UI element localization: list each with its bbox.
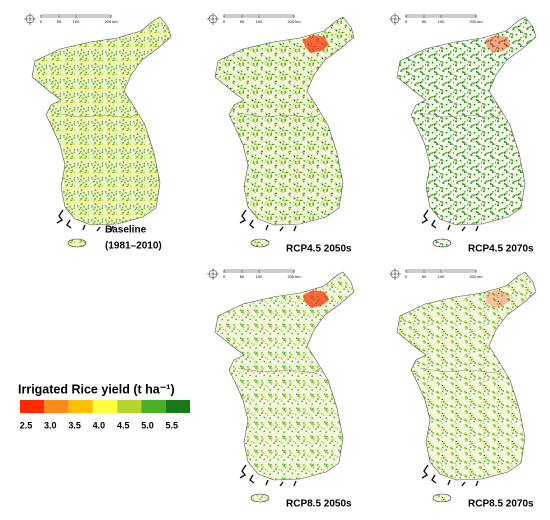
south-islands [239, 209, 297, 232]
north-arrow-cross [207, 13, 219, 25]
peninsula [396, 271, 537, 481]
border-line [237, 367, 322, 374]
scale-label: 0 [405, 274, 408, 279]
scale-label: 100 [73, 19, 80, 24]
legend-tick: 4.5 [117, 420, 130, 430]
legend-tick: 5.0 [141, 420, 154, 430]
map-panels: 0 50 100 200 km Baseline (1981–2010) 0 50 100 200… [24, 13, 537, 510]
north-arrow-cross [389, 268, 401, 280]
peninsula [396, 16, 537, 226]
map-panel: 0 50 100 200 km RCP4.5 2050s [207, 13, 355, 255]
scale-bar: 0 50 100 200 km [207, 13, 301, 25]
scale-label: 50 [422, 19, 427, 24]
scale-label: 0 [223, 19, 226, 24]
border-line [419, 112, 504, 119]
legend-title: Irrigated Rice yield (t ha⁻¹) [18, 382, 175, 396]
panel-label: RCP4.5 2050s [286, 244, 352, 255]
legend-swatch [141, 400, 166, 413]
legend-tick: 4.0 [93, 420, 106, 430]
south-islands [421, 464, 479, 487]
scale-bar: 0 50 100 200 km [389, 268, 483, 280]
jeju-island [432, 493, 452, 503]
legend-swatch [20, 400, 45, 413]
north-arrow-cross [389, 13, 401, 25]
jeju-island [250, 238, 270, 248]
low-yield-area [485, 290, 511, 308]
map-panel: 0 50 100 200 km RCP8.5 2070s [389, 268, 537, 510]
scale-bar: 0 50 100 200 km [207, 268, 301, 280]
panel-label: RCP8.5 2070s [468, 499, 534, 510]
peninsula [214, 16, 355, 226]
panel-label: RCP4.5 2070s [468, 244, 534, 255]
border-line [237, 112, 322, 119]
scale-label: 0 [405, 19, 408, 24]
legend: Irrigated Rice yield (t ha⁻¹) 2.5 3.0 3.5 4… [18, 382, 191, 430]
panel-label: RCP8.5 2050s [286, 499, 352, 510]
scale-label: 0 [40, 19, 43, 24]
legend-swatch [68, 400, 93, 413]
map-panel: 0 50 100 200 km RCP4.5 2070s [389, 13, 537, 255]
panel-label: (1981–2010) [105, 241, 162, 252]
scale-label: 100 [438, 274, 445, 279]
scale-label: 0 [223, 274, 226, 279]
scale-label: 100 [256, 274, 263, 279]
scale-bar: 0 50 100 200 km [24, 13, 118, 25]
legend-tick: 5.5 [166, 420, 179, 430]
low-yield-area [303, 290, 329, 308]
legend-tick: 2.5 [20, 420, 33, 430]
peninsula [31, 16, 172, 226]
south-islands [239, 464, 297, 487]
peninsula [214, 271, 355, 481]
scale-label: 200 km [104, 19, 118, 24]
legend-swatch [44, 400, 69, 413]
low-yield-area [303, 35, 329, 53]
south-islands [56, 209, 114, 232]
north-arrow-cross [24, 13, 36, 25]
scale-label: 50 [240, 19, 245, 24]
legend-tick: 3.5 [68, 420, 81, 430]
scale-label: 200 km [469, 19, 483, 24]
north-arrow-cross [207, 268, 219, 280]
scale-label: 100 [256, 19, 263, 24]
jeju-island [432, 238, 452, 248]
map-panel: 0 50 100 200 km RCP8.5 2050s [207, 268, 355, 510]
scale-bar: 0 50 100 200 km [389, 13, 483, 25]
jeju-island [67, 238, 87, 248]
legend-swatch [165, 400, 191, 413]
map-panel: 0 50 100 200 km Baseline (1981–2010) [24, 13, 172, 252]
jeju-island [250, 493, 270, 503]
legend-swatch [92, 400, 118, 413]
legend-tick: 3.0 [44, 420, 57, 430]
scale-label: 200 km [287, 274, 301, 279]
south-islands [421, 209, 479, 232]
scale-label: 200 km [287, 19, 301, 24]
border-line [419, 367, 504, 374]
scale-label: 50 [240, 274, 245, 279]
border-line [54, 112, 139, 119]
panel-label: Baseline [105, 225, 147, 236]
low-yield-area [485, 35, 511, 53]
scale-label: 50 [422, 274, 427, 279]
legend-swatch [117, 400, 142, 413]
scale-label: 100 [438, 19, 445, 24]
scale-label: 50 [57, 19, 62, 24]
scale-label: 200 km [469, 274, 483, 279]
